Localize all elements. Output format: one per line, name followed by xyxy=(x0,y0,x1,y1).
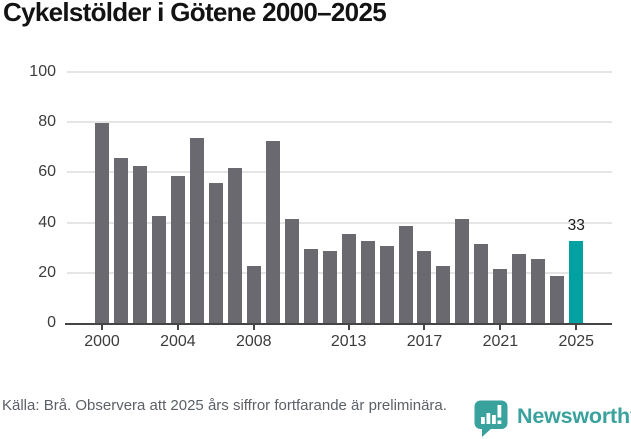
bar-chart-plot: 0 20 40 60 80 100 2000 2004 2008 2013 2017 2021 2025… xyxy=(29,63,612,350)
x-tick-2025 xyxy=(575,324,578,330)
bar-2005 xyxy=(189,138,204,324)
x-axis-label-2008: 2008 xyxy=(235,333,272,350)
gridline-60 xyxy=(67,171,612,174)
x-tick-2000 xyxy=(101,324,103,330)
y-axis-label-40: 40 xyxy=(38,213,56,231)
bar-2002 xyxy=(132,165,147,324)
x-axis-label-2000: 2000 xyxy=(84,333,120,350)
y-axis-label-0: 0 xyxy=(47,314,56,331)
bar-2013 xyxy=(341,233,356,324)
bar-2009 xyxy=(265,140,280,324)
bar-2001 xyxy=(113,158,128,324)
bar-2012 xyxy=(322,251,337,324)
bar-2007 xyxy=(227,168,242,324)
x-tick-2021 xyxy=(499,324,502,330)
gridline-20 xyxy=(67,271,612,274)
newsworthy-logo[interactable]: Newsworthy xyxy=(474,400,631,437)
x-axis-label-2021: 2021 xyxy=(482,333,519,350)
bar-2016 xyxy=(398,226,413,324)
bar-2014 xyxy=(360,241,375,324)
bar-2020 xyxy=(474,243,489,324)
newsworthy-logo-text: Newsworthy xyxy=(517,404,631,428)
bar-2018 xyxy=(436,266,451,324)
x-tick-2017 xyxy=(423,324,426,330)
x-tick-2008 xyxy=(252,324,255,330)
bar-2000 xyxy=(95,123,109,324)
bar-2004 xyxy=(170,175,185,324)
bar-2023 xyxy=(531,258,546,324)
x-axis-label-2004: 2004 xyxy=(160,333,196,350)
x-tick-2013 xyxy=(347,324,350,330)
highlight-value-label: 33 xyxy=(567,217,585,235)
bar-2019 xyxy=(455,218,470,324)
bar-2003 xyxy=(151,216,166,324)
bar-2011 xyxy=(303,248,318,324)
y-axis-label-60: 60 xyxy=(38,163,56,181)
x-axis-label-2013: 2013 xyxy=(330,333,367,350)
x-axis-label-2017: 2017 xyxy=(406,333,443,350)
bar-2006 xyxy=(208,183,223,324)
gridline-100 xyxy=(67,71,612,73)
bar-2015 xyxy=(379,246,394,324)
source-note: Källa: Brå. Observera att 2025 års siffr… xyxy=(2,397,447,414)
bar-2008 xyxy=(246,266,261,324)
bar-2021 xyxy=(493,268,508,324)
y-axis-label-100: 100 xyxy=(29,63,56,80)
bar-2017 xyxy=(417,251,432,324)
x-axis-line xyxy=(65,323,612,325)
y-axis-label-80: 80 xyxy=(38,113,56,131)
gridline-40 xyxy=(67,221,612,224)
bar-2025 xyxy=(569,241,584,324)
newsworthy-logo-icon xyxy=(474,400,508,437)
x-tick-2004 xyxy=(176,324,179,330)
x-axis-label-2025: 2025 xyxy=(558,333,595,350)
gridline-80 xyxy=(67,121,612,124)
chart-title: Cykelstölder i Götene 2000–2025 xyxy=(3,0,387,27)
bar-2010 xyxy=(284,218,299,324)
bar-2024 xyxy=(550,276,565,324)
y-axis-label-20: 20 xyxy=(38,263,56,281)
bar-2022 xyxy=(512,253,527,324)
